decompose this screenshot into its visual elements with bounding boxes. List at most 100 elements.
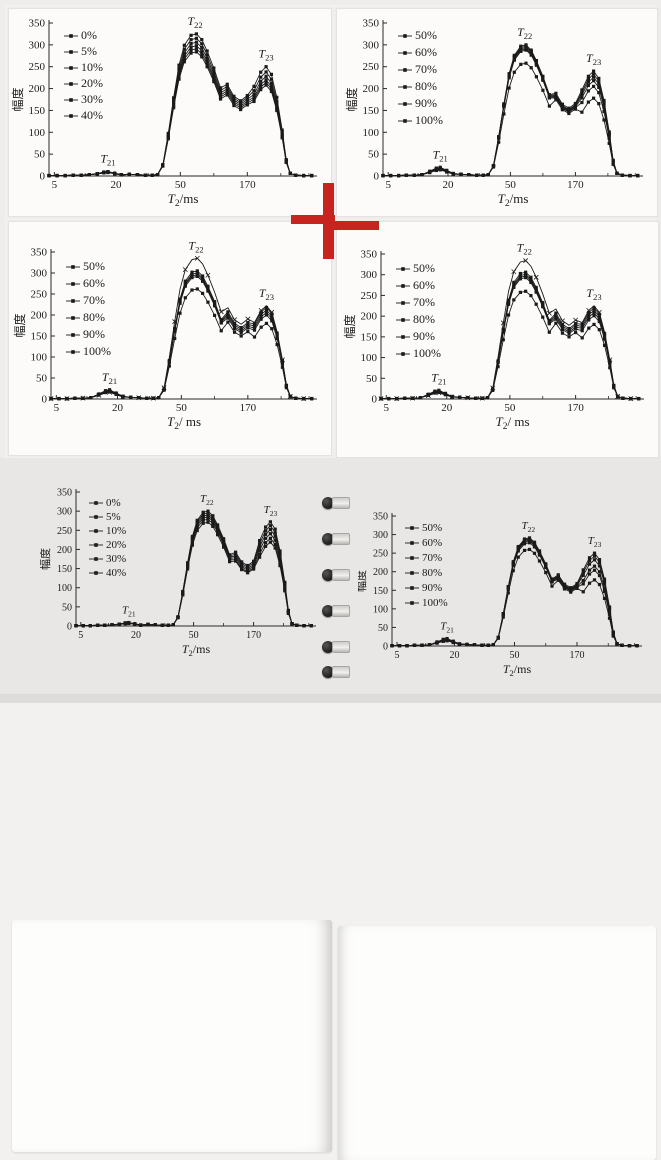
svg-text:20: 20 [441,402,453,414]
svg-text:0: 0 [42,394,48,406]
svg-text:80%: 80% [413,312,435,326]
svg-text:300: 300 [361,269,378,281]
svg-text:20: 20 [112,402,124,414]
svg-text:60%: 60% [83,276,105,290]
svg-text:T21: T21 [431,370,446,386]
svg-text:100%: 100% [422,597,448,609]
svg-text:50%: 50% [413,261,435,275]
chart-panel-top-left: 0 50 100 150 200 250 300 350 5 20 50 170 T2/ms 幅度 T21 T… [8,8,332,217]
binding-ring-icon [322,640,352,653]
svg-text:150: 150 [57,564,72,575]
svg-text:幅度: 幅度 [358,570,368,592]
t2-spectrum-chart-top-left: 0 50 100 150 200 250 300 350 5 20 50 170 T2/ms 幅度 T21 T… [10,14,317,209]
svg-text:100: 100 [373,604,388,615]
binding-ring-icon [322,665,352,678]
chart-middle-left: 0 50 100 150 200 250 300 350 5 20 50 170 T2/ ms 幅度 T21… [9,222,331,460]
svg-text:70%: 70% [415,62,437,76]
svg-text:0: 0 [372,394,378,406]
svg-text:150: 150 [31,331,48,343]
svg-text:T23: T23 [258,47,273,63]
svg-text:90%: 90% [83,327,105,341]
svg-text:40%: 40% [81,108,103,122]
svg-text:0: 0 [67,622,72,633]
svg-text:50: 50 [504,402,516,414]
svg-text:250: 250 [31,289,48,301]
svg-text:300: 300 [57,507,72,518]
svg-text:170: 170 [570,650,585,661]
svg-text:50: 50 [366,373,378,385]
svg-text:100: 100 [29,127,46,139]
svg-text:0%: 0% [81,28,97,42]
book-page-right [338,926,656,1160]
svg-text:T22: T22 [521,520,535,534]
svg-text:T21: T21 [433,147,448,163]
svg-text:T22: T22 [200,493,214,507]
svg-text:0%: 0% [106,497,121,509]
svg-text:90%: 90% [422,582,442,594]
svg-text:350: 350 [29,18,46,30]
svg-text:60%: 60% [413,278,435,292]
svg-text:T22: T22 [517,25,532,41]
svg-text:30%: 30% [106,553,126,565]
svg-text:5%: 5% [106,511,121,523]
svg-text:70%: 70% [413,295,435,309]
svg-text:170: 170 [239,179,256,191]
svg-text:70%: 70% [422,552,442,564]
svg-text:幅度: 幅度 [344,87,359,111]
svg-text:幅度: 幅度 [342,314,357,338]
svg-text:5: 5 [384,402,390,414]
svg-text:90%: 90% [415,96,437,110]
svg-text:T21: T21 [100,152,115,168]
svg-text:250: 250 [57,526,72,537]
svg-text:200: 200 [373,567,388,578]
svg-text:T23: T23 [586,51,601,67]
t2-spectrum-chart-middle-right: 0 50 100 150 200 250 300 350 5 20 50 170 T2/ ms 幅度 T21… [342,241,644,432]
svg-text:170: 170 [240,402,257,414]
binding-ring-icon [322,568,352,581]
svg-text:T2/ ms: T2/ ms [167,414,201,432]
svg-text:0: 0 [40,171,46,183]
svg-text:幅度: 幅度 [12,313,27,337]
svg-text:幅度: 幅度 [40,548,52,570]
svg-text:250: 250 [361,290,378,302]
svg-text:100: 100 [57,583,72,594]
svg-text:50: 50 [175,179,187,191]
svg-text:10%: 10% [81,60,103,74]
binding-ring-icon [322,532,352,545]
svg-text:170: 170 [567,179,584,191]
chart-bottom-right: 0 50 100 150 200 250 300 350 5 20 50 170 T2/ms 幅度 T21 T… [354,503,656,692]
svg-text:170: 170 [567,402,584,414]
svg-text:T22: T22 [188,238,203,254]
svg-text:350: 350 [57,488,72,499]
svg-text:350: 350 [31,247,48,259]
svg-text:50: 50 [378,623,388,634]
svg-text:100: 100 [31,352,48,364]
svg-text:T2/ms: T2/ms [503,662,532,678]
svg-text:80%: 80% [422,567,442,579]
svg-text:0: 0 [374,171,380,183]
svg-text:5%: 5% [81,44,97,58]
svg-text:50: 50 [34,149,46,161]
svg-text:60%: 60% [422,537,442,549]
svg-text:100%: 100% [83,344,111,358]
chart-bottom-left: 0 50 100 150 200 250 300 350 5 20 50 170 T2/ms 幅度 T21 T… [38,480,330,667]
binding-ring-icon [322,604,352,617]
svg-text:150: 150 [361,331,378,343]
svg-text:60%: 60% [415,45,437,59]
svg-text:80%: 80% [415,79,437,93]
svg-text:300: 300 [29,39,46,51]
svg-text:50: 50 [505,179,517,191]
svg-text:350: 350 [373,512,388,523]
svg-text:200: 200 [29,83,46,95]
photo-bottom-strip [0,694,661,703]
svg-text:T23: T23 [586,286,601,302]
svg-text:170: 170 [246,630,261,641]
chart-top-right: 0 50 100 150 200 250 300 350 5 20 50 170 T2/ms 幅度 T21 T… [337,9,657,221]
book-page-left [12,920,332,1152]
svg-text:T2/ms: T2/ms [498,191,529,209]
svg-text:70%: 70% [83,293,105,307]
svg-text:250: 250 [373,549,388,560]
svg-text:350: 350 [363,18,380,30]
svg-text:300: 300 [363,39,380,51]
svg-text:5: 5 [385,179,391,191]
